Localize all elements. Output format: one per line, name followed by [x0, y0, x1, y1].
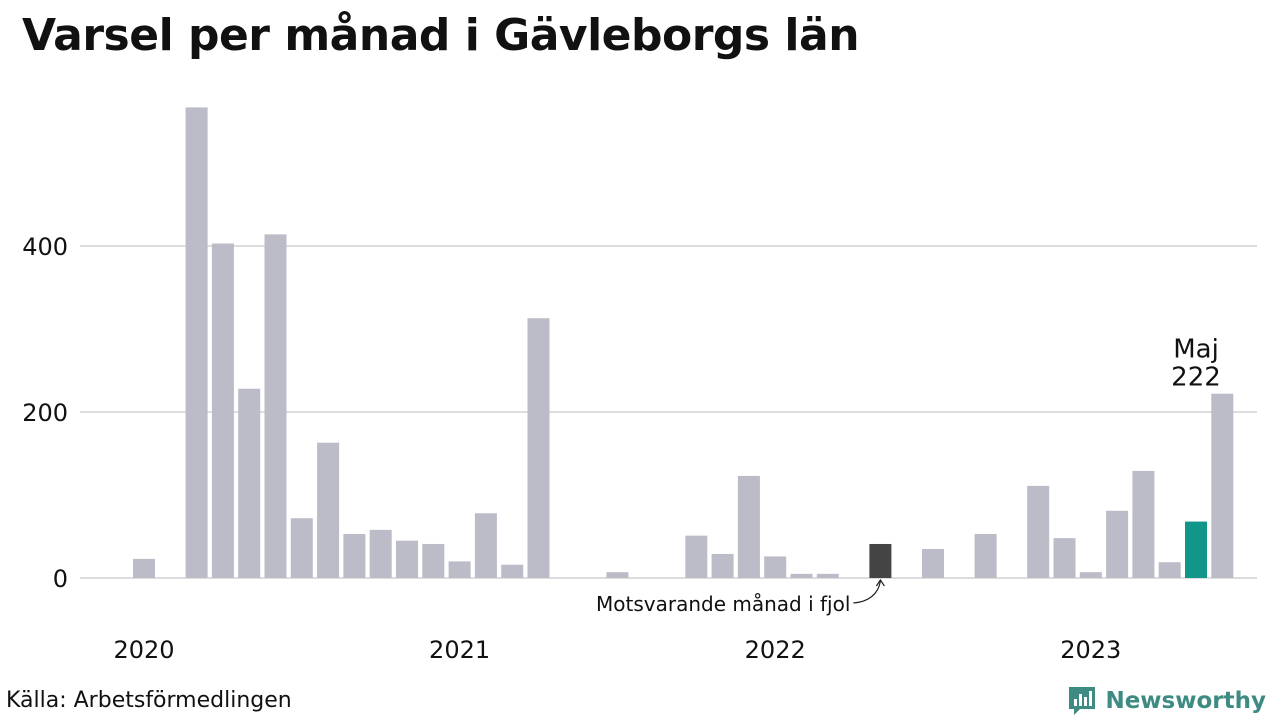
bar-2021-11 [711, 553, 734, 578]
y-tick-label-0: 0 [53, 565, 68, 593]
chart-title: Varsel per månad i Gävleborgs län [22, 10, 860, 61]
bar-2022-07 [922, 548, 944, 578]
bar-2023-02 [1106, 510, 1129, 578]
y-axis-tick-labels: 0 200 400 [22, 233, 68, 593]
y-tick-label-200: 200 [22, 399, 68, 427]
bar-2021-10 [685, 535, 708, 578]
x-tick-label-2020: 2020 [113, 636, 174, 664]
bar-2020-12 [422, 543, 445, 578]
x-tick-label-2023: 2023 [1060, 636, 1121, 664]
source-note: Källa: Arbetsförmedlingen [6, 688, 292, 713]
bar-2020-03 [185, 107, 208, 578]
bar-2020-05 [238, 388, 261, 578]
bar-highlight-2023-05 [1185, 521, 1207, 578]
bar-2021-12 [737, 475, 760, 578]
highlight-value-label: 222 [1171, 363, 1221, 393]
bar-2021-01 [448, 561, 471, 578]
brand-logo: Newsworthy [1067, 684, 1266, 718]
x-tick-label-2021: 2021 [429, 636, 490, 664]
bar-2022-09 [974, 534, 997, 578]
bar-2023-03 [1132, 470, 1155, 578]
bar-2020-11 [396, 540, 418, 578]
annotation-arrow [853, 580, 881, 604]
bar-2020-08 [317, 442, 340, 578]
bar-2020-01 [133, 558, 155, 578]
highlight-month-label: Maj [1173, 335, 1219, 365]
bar-2020-04 [211, 243, 234, 578]
bar-previous-year-2022-05 [869, 543, 892, 578]
x-axis-tick-labels: 2020 2021 2022 2023 [113, 636, 1121, 664]
newsworthy-logo-icon [1069, 687, 1096, 715]
bar-2023-01 [1079, 572, 1102, 578]
bar-2022-12 [1053, 538, 1076, 578]
bar-2021-03 [501, 564, 524, 578]
bar-2021-04 [527, 318, 550, 578]
bar-2022-02 [790, 573, 813, 578]
brand-name: Newsworthy [1105, 688, 1266, 714]
bar-undefined [1211, 393, 1234, 578]
bar-2021-07 [606, 572, 629, 578]
bar-2020-06 [264, 234, 287, 578]
bar-2022-03 [816, 573, 839, 578]
bar-2020-09 [343, 534, 366, 578]
bar-2022-01 [764, 556, 787, 578]
bar-2020-07 [290, 518, 313, 578]
y-tick-label-400: 400 [22, 233, 68, 261]
previous-year-annotation: Motsvarande månad i fjol [596, 578, 885, 616]
bar-2021-02 [474, 513, 497, 578]
annotation-text: Motsvarande månad i fjol [596, 592, 850, 616]
bars [133, 107, 1234, 578]
bar-2020-10 [369, 529, 392, 578]
highlight-labels: Maj 222 [1171, 335, 1221, 393]
annotation-arrowhead [875, 578, 885, 587]
bar-2022-11 [1027, 485, 1050, 578]
x-tick-label-2022: 2022 [745, 636, 806, 664]
bar-2023-04 [1158, 562, 1181, 578]
